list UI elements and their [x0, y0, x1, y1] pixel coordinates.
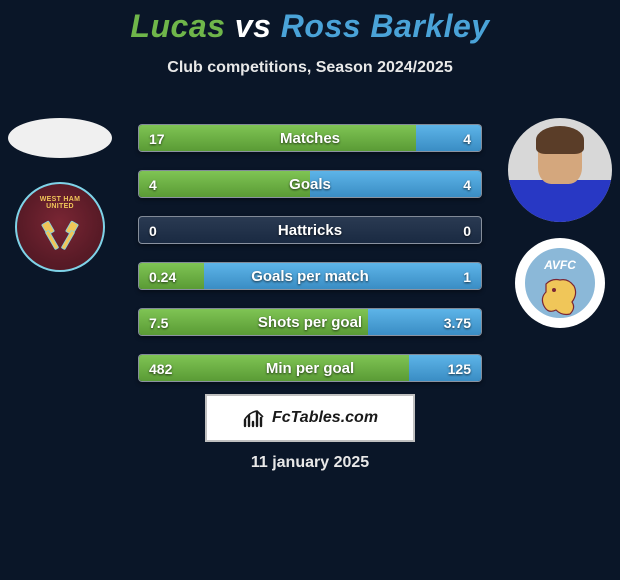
stat-value-right: 0 — [463, 217, 471, 244]
stat-value-left: 0.24 — [149, 263, 176, 290]
stat-value-left: 4 — [149, 171, 157, 198]
right-avatars: AVFC — [508, 118, 612, 328]
stat-label: Goals — [139, 171, 481, 198]
stat-value-left: 482 — [149, 355, 172, 382]
stat-row: Goals4 4 — [138, 170, 482, 198]
stat-label: Shots per goal — [139, 309, 481, 336]
stat-row: Goals per match0.24 1 — [138, 262, 482, 290]
date: 11 january 2025 — [0, 454, 620, 472]
stat-value-right: 125 — [448, 355, 471, 382]
stats-bars: Matches174Goals44Hattricks00Goals per ma… — [138, 124, 482, 400]
stat-label: Min per goal — [139, 355, 481, 382]
stat-value-right: 4 — [463, 171, 471, 198]
stat-value-left: 7.5 — [149, 309, 168, 336]
brand-box[interactable]: FcTables.com — [205, 394, 415, 442]
stat-value-left: 17 — [149, 125, 165, 152]
player2-name: Ross Barkley — [281, 8, 490, 44]
stat-label: Matches — [139, 125, 481, 152]
stat-label: Hattricks — [139, 217, 481, 244]
avfc-text: AVFC — [525, 258, 595, 272]
left-avatars — [8, 118, 112, 272]
player2-club-badge: AVFC — [515, 238, 605, 328]
player1-photo — [8, 118, 112, 158]
page-title: Lucas vs Ross Barkley — [0, 0, 620, 45]
stat-row: Shots per goal7.5 3.75 — [138, 308, 482, 336]
subtitle: Club competitions, Season 2024/2025 — [0, 59, 620, 77]
stat-row: Min per goal482 125 — [138, 354, 482, 382]
player1-club-badge — [15, 182, 105, 272]
stat-value-right: 3.75 — [444, 309, 471, 336]
hammers-icon — [38, 218, 82, 254]
stat-value-left: 0 — [149, 217, 157, 244]
brand-text: FcTables.com — [272, 409, 378, 427]
brand-logo-icon — [242, 406, 266, 430]
stat-row: Hattricks0 0 — [138, 216, 482, 244]
stat-label: Goals per match — [139, 263, 481, 290]
stat-value-right: 1 — [463, 263, 471, 290]
stat-value-right: 4 — [463, 125, 471, 152]
stat-row: Matches17 4 — [138, 124, 482, 152]
lion-icon — [538, 274, 582, 318]
title-vs: vs — [225, 8, 280, 44]
player1-name: Lucas — [130, 8, 225, 44]
player2-photo — [508, 118, 612, 222]
